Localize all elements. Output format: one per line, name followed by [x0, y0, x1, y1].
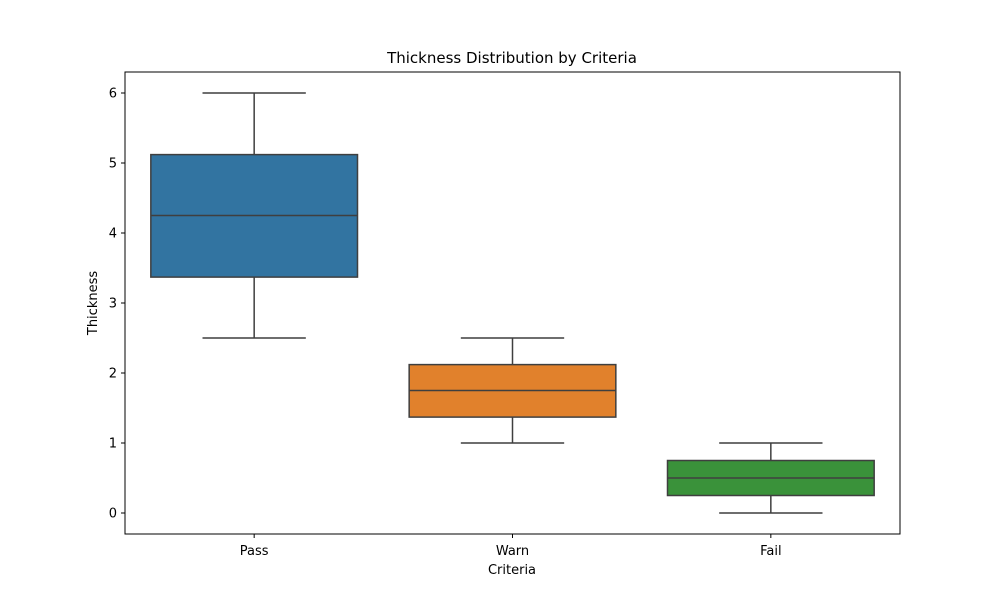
plot-area — [150, 92, 875, 514]
x-axis: Pass Warn Fail — [240, 534, 782, 559]
x-tick-label-warn: Warn — [496, 544, 529, 559]
x-tick-label-fail: Fail — [760, 544, 781, 559]
box-warn — [408, 337, 617, 444]
y-tick-label: 3 — [109, 297, 117, 312]
box-fail — [666, 442, 875, 514]
chart-title: Thickness Distribution by Criteria — [386, 49, 637, 67]
box-pass — [150, 92, 359, 339]
y-tick-label: 1 — [109, 437, 117, 452]
y-tick-label: 6 — [109, 87, 117, 102]
x-axis-label: Criteria — [488, 563, 536, 578]
y-tick-label: 0 — [109, 507, 117, 522]
y-axis: 0 1 2 3 4 5 6 — [109, 87, 125, 522]
x-tick-label-pass: Pass — [240, 544, 269, 559]
y-tick-label: 4 — [109, 227, 117, 242]
y-axis-label: Thickness — [86, 271, 101, 336]
y-tick-label: 5 — [109, 157, 117, 172]
y-tick-label: 2 — [109, 367, 117, 382]
